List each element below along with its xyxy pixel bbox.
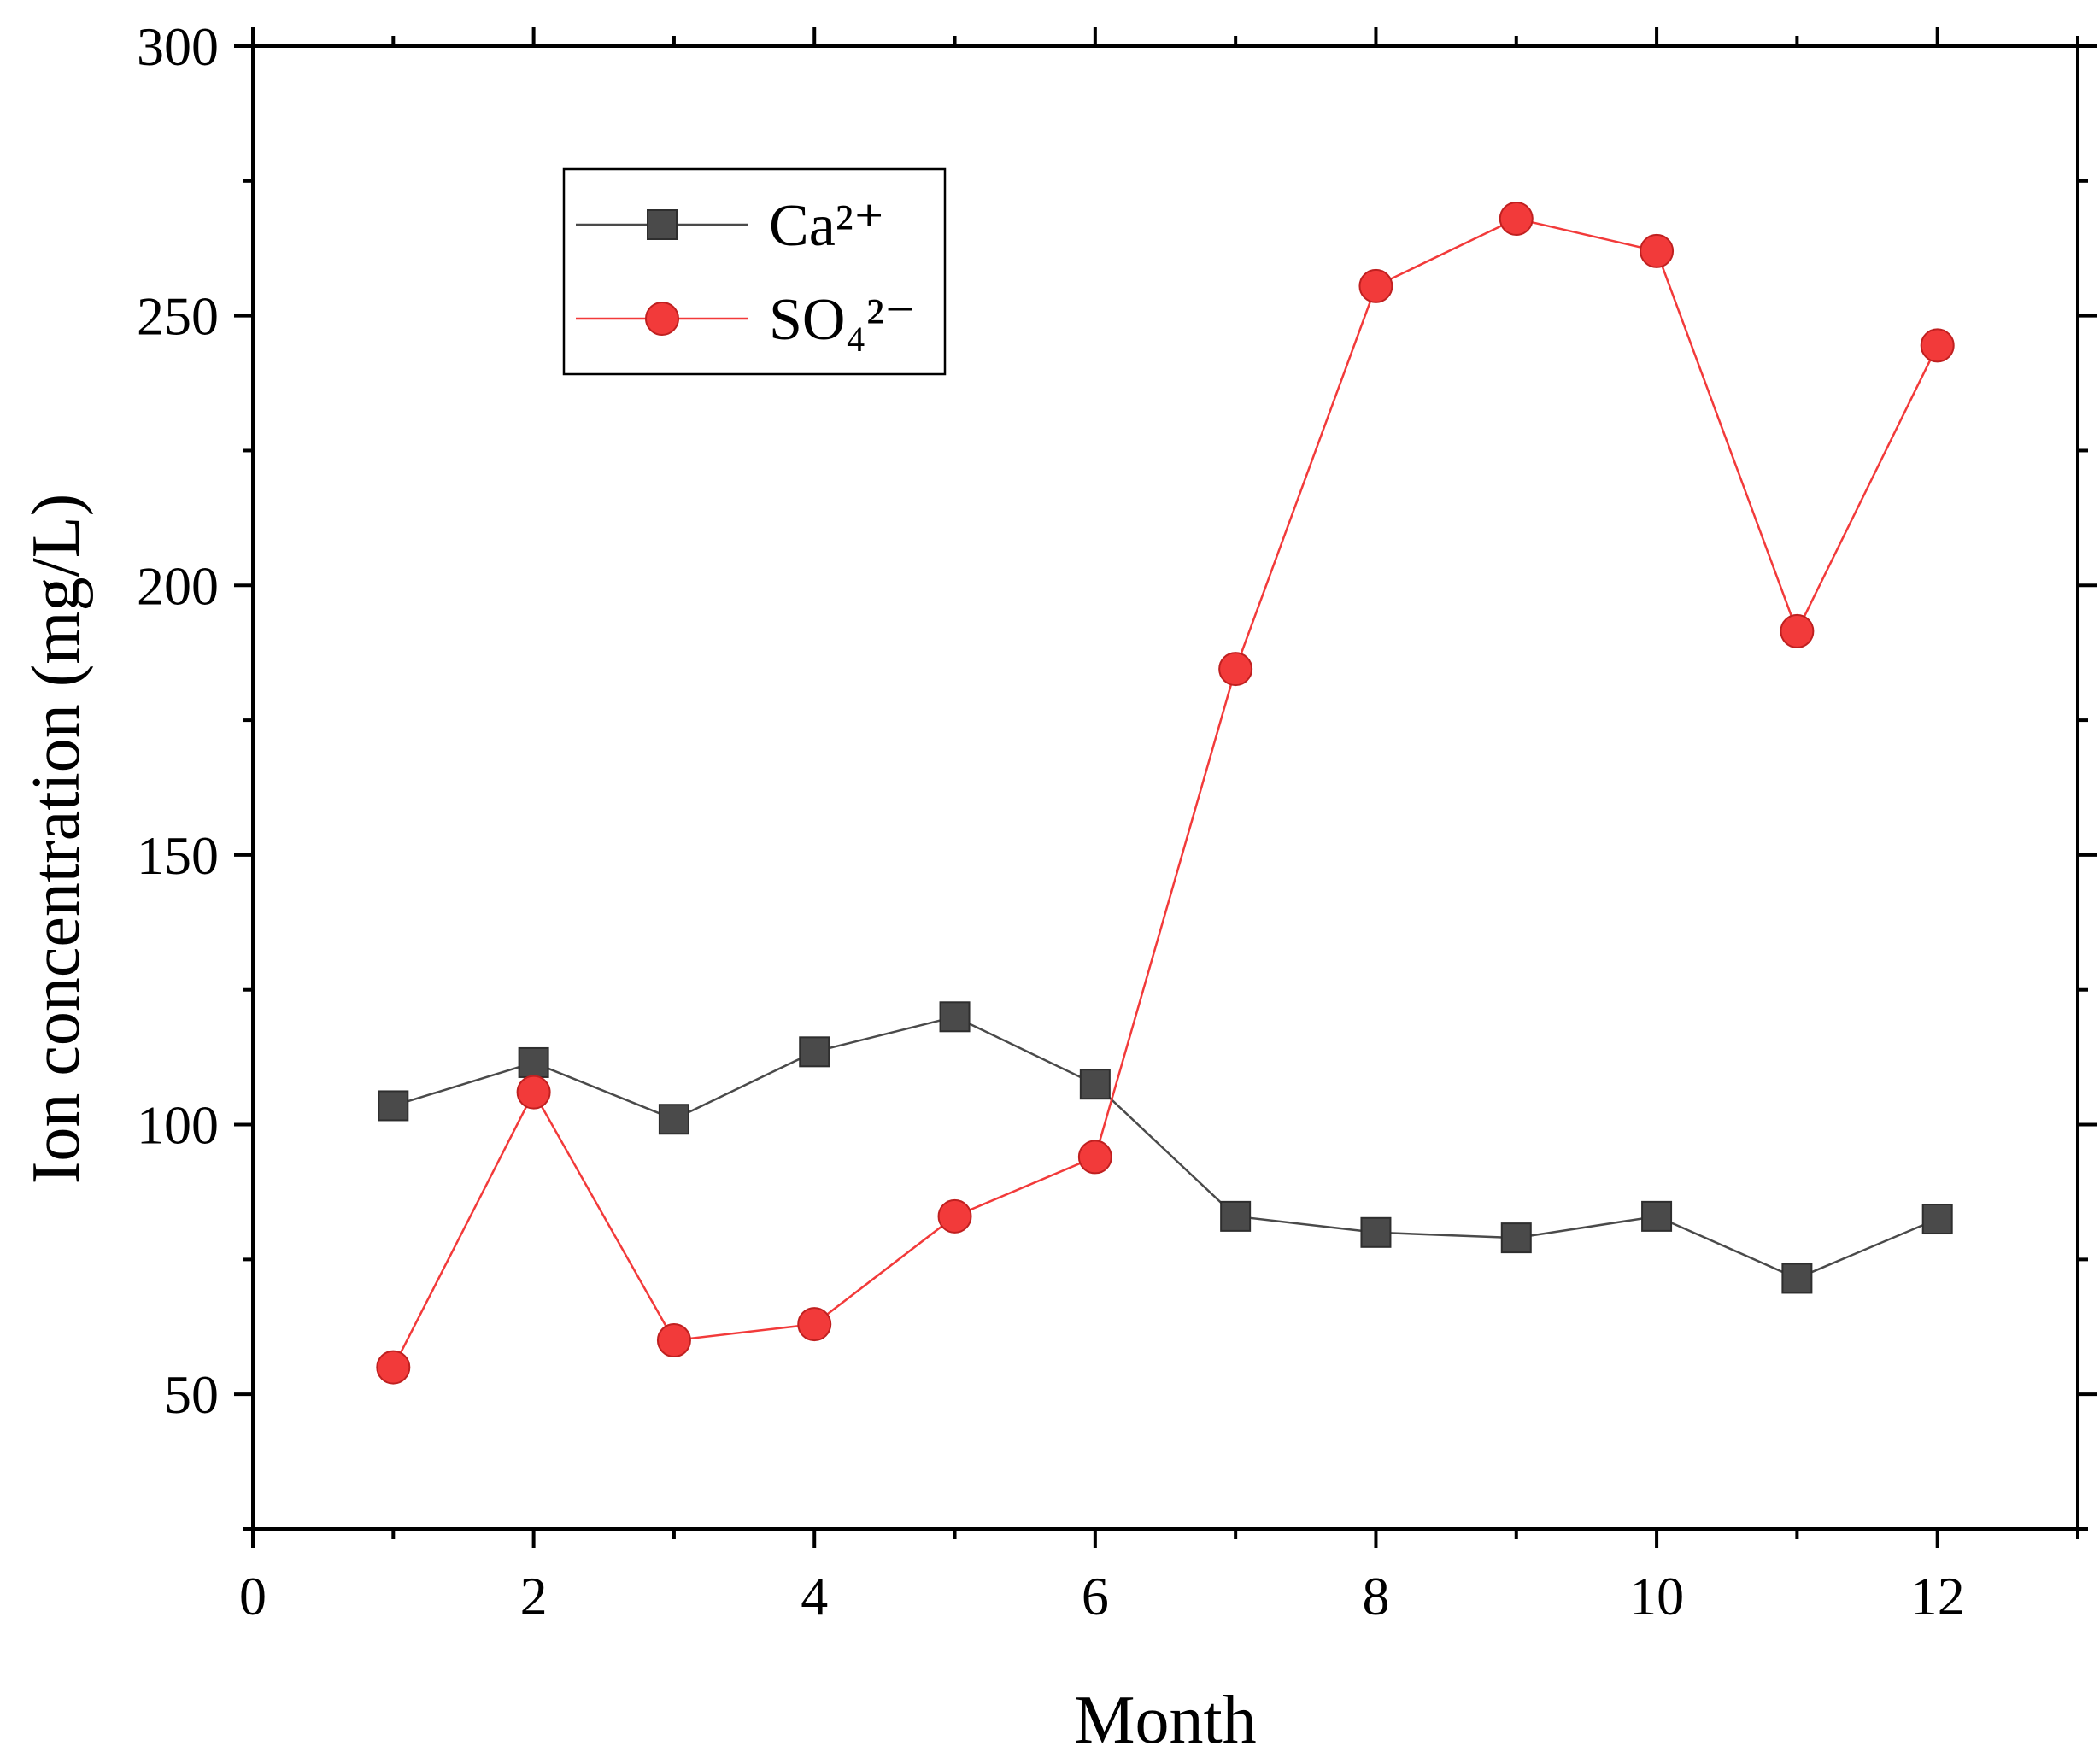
y-tick-label: 200	[137, 555, 219, 616]
data-point-square	[1220, 1200, 1252, 1232]
legend-label: Ca²⁺	[769, 193, 885, 259]
data-point-square	[1360, 1216, 1392, 1248]
data-point-square	[1641, 1200, 1673, 1232]
data-point-circle	[1920, 328, 1955, 363]
data-point-square	[658, 1104, 689, 1135]
data-point-square	[939, 1001, 971, 1033]
x-tick-label: 2	[520, 1566, 548, 1626]
y-tick-label: 100	[137, 1095, 219, 1156]
legend-marker-circle	[645, 302, 679, 336]
x-tick-label: 4	[801, 1566, 828, 1626]
data-point-square	[799, 1036, 830, 1068]
data-point-circle	[376, 1350, 411, 1385]
data-point-circle	[1077, 1140, 1112, 1175]
series-line-1	[392, 217, 1939, 1368]
x-axis-title: Month	[1074, 1683, 1256, 1758]
data-point-circle	[1780, 613, 1815, 648]
data-point-square	[1500, 1222, 1532, 1254]
plot-frame	[251, 44, 2079, 1531]
legend-box	[562, 167, 947, 376]
data-point-circle	[937, 1198, 972, 1234]
x-tick-label: 6	[1082, 1566, 1109, 1626]
y-tick-label: 300	[137, 16, 219, 77]
y-axis-title: Ion concentration (mg/L)	[19, 494, 94, 1185]
data-point-square	[1781, 1263, 1813, 1294]
data-point-circle	[1640, 233, 1675, 268]
data-point-square	[518, 1046, 549, 1078]
series-line-0	[392, 1015, 1939, 1280]
data-point-circle	[1358, 268, 1393, 303]
y-tick-label: 150	[137, 825, 219, 886]
data-point-square	[378, 1090, 409, 1122]
data-point-circle	[1499, 202, 1534, 237]
legend-label: SO₄²⁻	[769, 287, 916, 353]
legend-marker-square	[647, 209, 678, 240]
x-tick-label: 0	[239, 1566, 267, 1626]
x-tick-label: 10	[1629, 1566, 1684, 1626]
data-point-square	[1079, 1069, 1111, 1100]
y-tick-label: 250	[137, 286, 219, 347]
data-point-circle	[656, 1323, 691, 1358]
data-point-circle	[1218, 652, 1253, 687]
y-tick-label: 50	[164, 1364, 219, 1425]
data-point-square	[1921, 1204, 1953, 1235]
data-point-circle	[516, 1075, 551, 1110]
data-point-circle	[797, 1307, 832, 1342]
x-tick-label: 12	[1910, 1566, 1965, 1626]
x-tick-label: 8	[1362, 1566, 1389, 1626]
